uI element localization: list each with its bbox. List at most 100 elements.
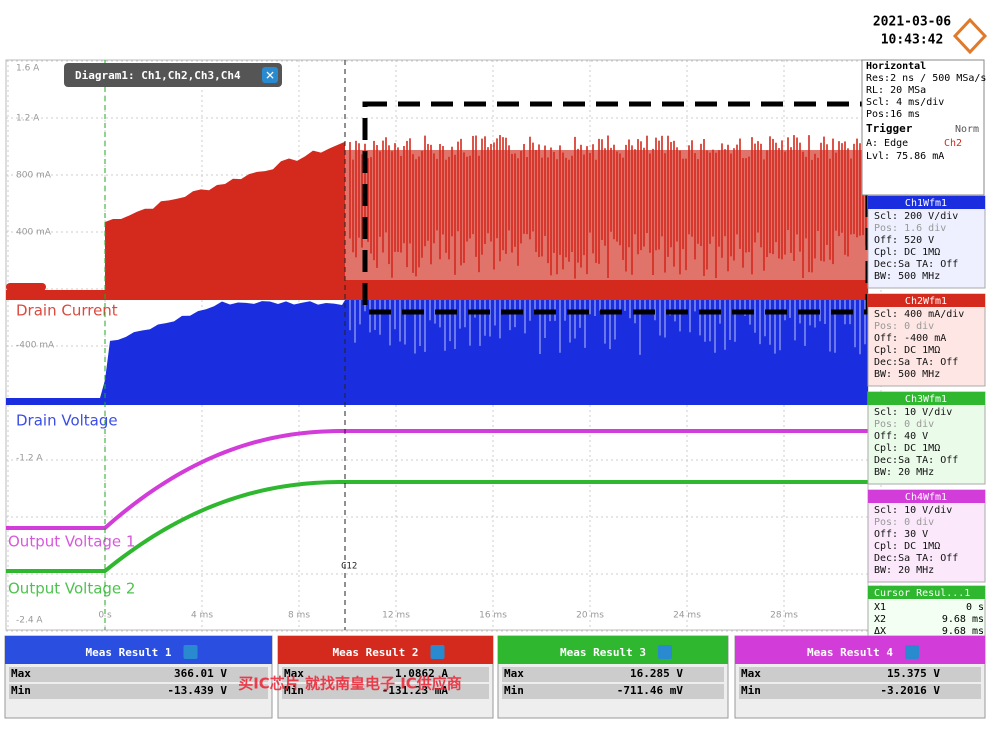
channel-body bbox=[867, 391, 986, 485]
diagram-tab[interactable] bbox=[64, 63, 282, 87]
ch3-waveform bbox=[6, 429, 868, 530]
meas-row bbox=[9, 684, 268, 699]
x-label: 8 ms bbox=[288, 611, 310, 621]
horizontal-line: Scl: 4 ms/div bbox=[866, 97, 944, 108]
meas-row bbox=[9, 667, 268, 682]
meas-row bbox=[282, 667, 489, 682]
channel-body bbox=[867, 195, 986, 289]
cursor-value: 0 s bbox=[966, 602, 984, 613]
meas-key: Max bbox=[284, 667, 304, 680]
channel-line: Dec:Sa TA: Off bbox=[874, 259, 958, 270]
meas-row bbox=[502, 684, 724, 699]
cursor-value: 9.68 ms bbox=[942, 614, 984, 625]
trace-label: Output Voltage 1 bbox=[8, 533, 135, 551]
channel-line: Scl: 400 mA/div bbox=[874, 309, 964, 320]
ch1-marker bbox=[6, 283, 46, 291]
meas-header[interactable] bbox=[735, 636, 985, 664]
ch2-waveform bbox=[6, 300, 868, 405]
x-label: 24 ms bbox=[673, 611, 701, 621]
channel-line: Off: 40 V bbox=[874, 431, 928, 442]
channel-title: Ch3Wfm1 bbox=[905, 394, 947, 405]
y-label: -2.4 A bbox=[16, 616, 43, 626]
channel-line: Cpl: DC 1MΩ bbox=[874, 345, 940, 356]
channel-header[interactable] bbox=[868, 196, 985, 209]
meas-close[interactable] bbox=[905, 645, 919, 659]
y-label: 1.6 A bbox=[16, 64, 40, 74]
channel-line: Pos: 0 div bbox=[874, 321, 934, 332]
channel-line: Off: 30 V bbox=[874, 529, 928, 540]
channel-line: Cpl: DC 1MΩ bbox=[874, 247, 940, 258]
horizontal-line: Pos:16 ms bbox=[866, 109, 920, 120]
meas-value: -131.23 mA bbox=[382, 684, 449, 697]
meas-close[interactable] bbox=[658, 645, 672, 659]
channel-line: Dec:Sa TA: Off bbox=[874, 357, 958, 368]
x-label: 4 ms bbox=[191, 611, 213, 621]
y-label: 400 mA bbox=[16, 228, 52, 238]
trace-label: Drain Voltage bbox=[16, 412, 118, 430]
meas-row bbox=[739, 667, 981, 682]
ch1-band bbox=[345, 150, 868, 285]
horizontal-box bbox=[861, 59, 985, 196]
logo bbox=[952, 17, 988, 55]
channel-line: BW: 500 MHz bbox=[874, 369, 940, 380]
ch4-waveform bbox=[6, 480, 868, 573]
channel-header[interactable] bbox=[868, 294, 985, 307]
watermark: 买IC芯片 就找南皇电子 IC供应商 bbox=[238, 675, 462, 693]
horizontal-line: Res:2 ns / 500 MSa/s bbox=[866, 73, 986, 84]
meas-header[interactable] bbox=[278, 636, 493, 664]
meas-key: Min bbox=[11, 684, 31, 697]
y-label: 1.2 A bbox=[16, 114, 40, 124]
cursor-header[interactable] bbox=[868, 586, 985, 599]
channel-line: Scl: 200 V/div bbox=[874, 211, 958, 222]
meas-key: Max bbox=[741, 667, 761, 680]
channel-line: Scl: 10 V/div bbox=[874, 505, 952, 516]
meas-close[interactable] bbox=[430, 645, 445, 659]
cursor-title: Cursor Resul...1 bbox=[874, 588, 970, 599]
trigger-mode: Norm bbox=[955, 124, 979, 135]
meas-value: 1.0862 A bbox=[395, 667, 448, 680]
meas-key: Max bbox=[11, 667, 31, 680]
x-label: 16 ms bbox=[479, 611, 507, 621]
x-label: 20 ms bbox=[576, 611, 604, 621]
meas-value: 366.01 V bbox=[174, 667, 227, 680]
meas-value: -711.46 mV bbox=[617, 684, 684, 697]
trigger-edge: A: Edge bbox=[866, 138, 908, 149]
trigger-title: Trigger bbox=[866, 122, 913, 135]
meas-value: -13.439 V bbox=[167, 684, 227, 697]
meas-header[interactable] bbox=[5, 636, 272, 664]
trace-label: Drain Current bbox=[16, 302, 118, 320]
x-label: 0 s bbox=[98, 611, 112, 621]
time: 10:43:42 bbox=[881, 33, 944, 48]
meas-header[interactable] bbox=[498, 636, 728, 664]
meas-row bbox=[739, 684, 981, 699]
horizontal-line: RL: 20 MSa bbox=[866, 85, 926, 96]
trigger-source: Ch2 bbox=[944, 138, 962, 149]
cursor-value: 9.68 ms bbox=[942, 626, 984, 637]
cursor-key: X1 bbox=[874, 602, 886, 613]
channel-header[interactable] bbox=[868, 392, 985, 405]
channel-title: Ch1Wfm1 bbox=[905, 198, 947, 209]
channel-line: Dec:Sa TA: Off bbox=[874, 553, 958, 564]
channel-line: Scl: 10 V/div bbox=[874, 407, 952, 418]
meas-title: Meas Result 1 bbox=[85, 646, 171, 659]
meas-key: Min bbox=[504, 684, 524, 697]
channel-line: Off: 520 V bbox=[874, 235, 934, 246]
close-icon: ✕ bbox=[265, 69, 275, 83]
meas-title: Meas Result 2 bbox=[332, 646, 418, 659]
x-label: 12 ms bbox=[382, 611, 410, 621]
close-button[interactable] bbox=[262, 67, 278, 83]
channel-line: BW: 500 MHz bbox=[874, 271, 940, 282]
cursor-label: C12 bbox=[341, 562, 357, 572]
meas-close[interactable] bbox=[183, 645, 198, 659]
channel-line: Pos: 0 div bbox=[874, 517, 934, 528]
meas-title: Meas Result 4 bbox=[807, 646, 893, 659]
channel-title: Ch2Wfm1 bbox=[905, 296, 947, 307]
meas-key: Min bbox=[741, 684, 761, 697]
channel-body bbox=[867, 293, 986, 387]
meas-row bbox=[502, 667, 724, 682]
channel-line: Cpl: DC 1MΩ bbox=[874, 443, 940, 454]
channel-header[interactable] bbox=[868, 490, 985, 503]
meas-key: Min bbox=[284, 684, 304, 697]
meas-value: 15.375 V bbox=[887, 667, 940, 680]
